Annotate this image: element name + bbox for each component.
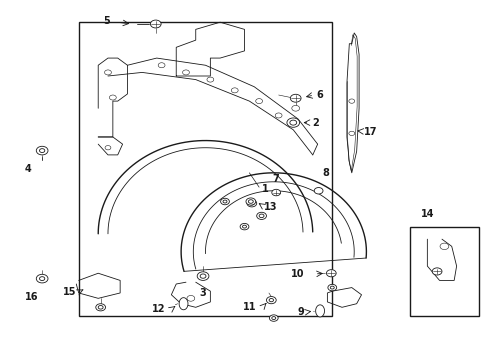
Text: 15: 15 [62,287,76,297]
Circle shape [109,95,116,100]
Text: 12: 12 [152,304,165,314]
Circle shape [329,286,334,289]
Circle shape [290,94,301,102]
Circle shape [98,306,103,309]
Circle shape [220,198,229,205]
Circle shape [200,274,205,278]
Polygon shape [179,298,187,310]
Circle shape [96,304,105,311]
Circle shape [150,20,161,28]
Bar [409,226,478,316]
Text: 6: 6 [316,90,323,100]
Bar [79,22,331,316]
Circle shape [256,212,266,220]
Circle shape [291,105,299,111]
Text: 8: 8 [322,168,329,178]
Text: 11: 11 [243,302,256,312]
Circle shape [431,268,441,275]
Circle shape [269,315,278,321]
Polygon shape [315,305,324,317]
Circle shape [206,77,213,82]
Text: 2: 2 [311,118,318,128]
Text: 10: 10 [290,269,304,279]
Circle shape [105,145,111,150]
Text: 4: 4 [24,164,31,174]
Text: 5: 5 [103,17,110,27]
Circle shape [275,113,282,118]
Circle shape [182,70,189,75]
Circle shape [158,63,164,68]
Circle shape [104,70,111,75]
Circle shape [439,243,448,249]
Circle shape [248,200,253,203]
Text: 3: 3 [199,288,206,298]
Circle shape [186,296,194,301]
Circle shape [242,225,246,228]
Circle shape [231,88,238,93]
Circle shape [314,188,323,194]
Circle shape [36,146,48,155]
Circle shape [240,224,248,230]
Circle shape [268,298,273,302]
Circle shape [348,99,354,103]
Circle shape [271,316,275,320]
Text: 17: 17 [363,127,377,136]
Circle shape [255,99,262,104]
Text: 16: 16 [24,292,38,302]
Text: 1: 1 [261,184,268,194]
Text: 7: 7 [272,174,279,184]
Circle shape [327,284,336,291]
Circle shape [246,200,256,207]
Circle shape [223,200,226,203]
Circle shape [40,149,45,153]
Circle shape [271,189,280,196]
Circle shape [197,272,208,280]
Circle shape [266,297,276,304]
Circle shape [36,274,48,283]
Circle shape [249,202,254,205]
Circle shape [348,131,354,135]
Circle shape [286,118,299,127]
Text: 9: 9 [297,307,304,317]
Text: 13: 13 [264,202,277,212]
Circle shape [245,198,255,205]
Circle shape [259,214,264,218]
Circle shape [326,270,335,277]
Text: 14: 14 [420,209,434,219]
Circle shape [289,120,296,125]
Circle shape [40,277,45,280]
